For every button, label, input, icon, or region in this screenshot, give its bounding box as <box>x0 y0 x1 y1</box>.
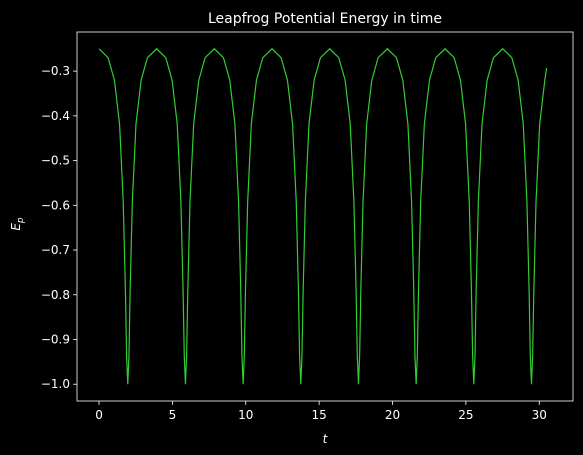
x-tick-label: 10 <box>238 408 253 422</box>
chart-title: Leapfrog Potential Energy in time <box>208 11 442 27</box>
y-tick-label: −0.6 <box>41 198 70 212</box>
y-tick-label: −0.3 <box>41 64 70 78</box>
y-axis-label-sub: p <box>16 217 26 224</box>
x-tick-label: 20 <box>385 408 400 422</box>
y-tick-label: −0.9 <box>41 333 70 347</box>
y-tick-label: −0.8 <box>41 288 70 302</box>
y-tick-label: −1.0 <box>41 377 70 391</box>
y-axis-label-base: E <box>9 223 23 231</box>
x-axis-label: t <box>323 432 329 446</box>
y-axis-label: Ep <box>9 217 26 231</box>
plot-frame <box>76 31 574 402</box>
x-tick-label: 5 <box>169 408 177 422</box>
x-tick-label: 15 <box>311 408 326 422</box>
line <box>98 47 548 385</box>
y-tick-label: −0.5 <box>41 154 70 168</box>
y-tick-label: −0.4 <box>41 109 70 123</box>
y-tick-label: −0.7 <box>41 243 70 257</box>
x-tick-label: 30 <box>532 408 547 422</box>
x-tick-label: 0 <box>95 408 103 422</box>
x-tick-label: 25 <box>458 408 473 422</box>
